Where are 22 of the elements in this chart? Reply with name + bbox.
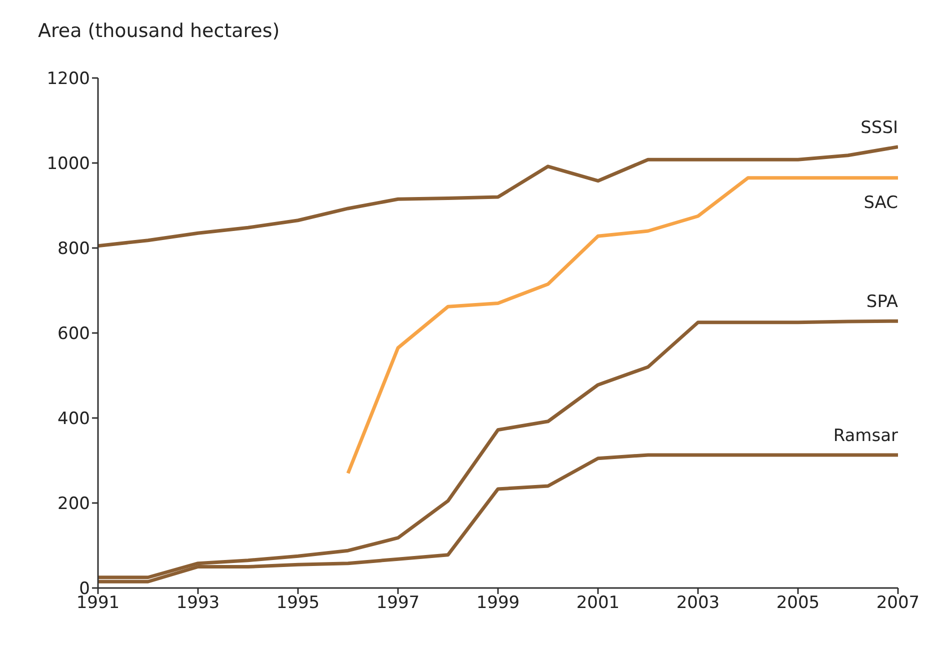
y-tick-label: 1200 [46, 69, 90, 90]
x-tick-label: 2001 [576, 593, 620, 614]
x-tick-label: 2003 [676, 593, 720, 614]
x-tick-label: 1995 [276, 593, 320, 614]
series-label: Ramsar [833, 426, 898, 446]
series-label: SSSI [860, 118, 898, 138]
line-series [98, 319, 898, 580]
y-tick-label: 800 [58, 239, 90, 260]
line-series [346, 176, 898, 475]
y-axis-title: Area (thousand hectares) [38, 20, 280, 42]
x-tick-label: 1999 [476, 593, 520, 614]
x-tick-label: 1997 [376, 593, 420, 614]
y-tick-label: 200 [58, 494, 90, 514]
y-tick-label: 1000 [46, 154, 90, 174]
line-series [98, 145, 898, 248]
x-tick-label: 1993 [176, 593, 220, 614]
x-tick-label: 2007 [876, 593, 920, 614]
series-label: SPA [866, 292, 898, 312]
x-tick-label: 2005 [776, 593, 820, 614]
y-tick-label: 400 [58, 409, 90, 430]
series-label: SAC [864, 192, 898, 213]
y-tick-label: 600 [58, 324, 90, 344]
